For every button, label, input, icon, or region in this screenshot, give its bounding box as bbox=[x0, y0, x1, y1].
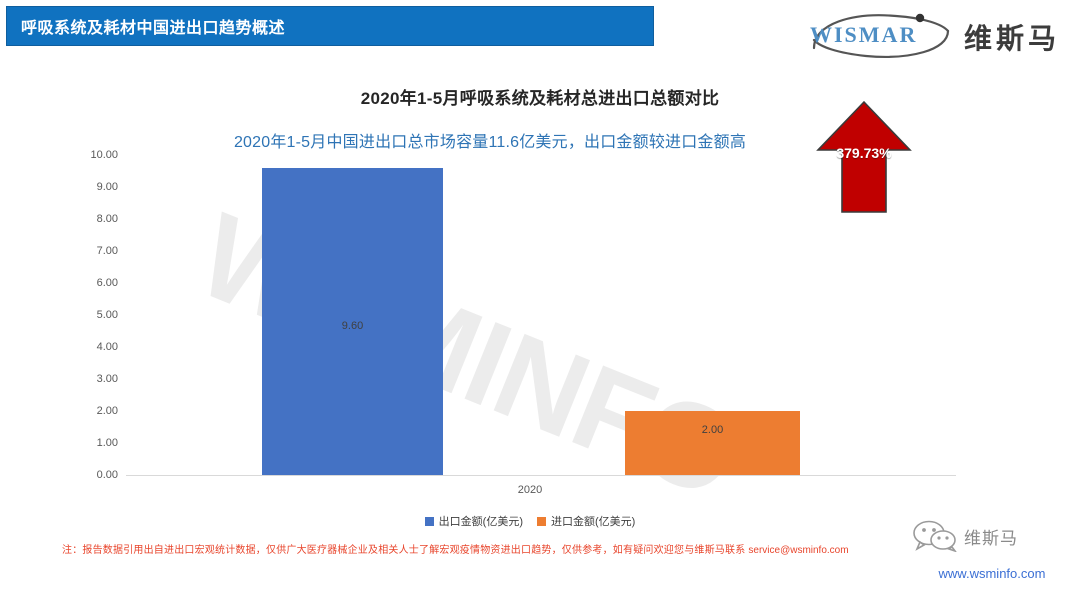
website-url[interactable]: www.wsminfo.com bbox=[938, 566, 1046, 581]
legend-swatch-import-icon bbox=[537, 516, 546, 526]
legend-swatch-export-icon bbox=[424, 516, 434, 526]
y-axis-tick: 1.00 bbox=[96, 437, 118, 449]
legend-item-import[interactable]: 进口金额(亿美元) bbox=[537, 513, 635, 529]
wechat-block: 维斯马 bbox=[912, 518, 1072, 554]
footnote-text: 注：报告数据引用出自进出口宏观统计数据，仅供广大医疗器械企业及相关人士了解宏观疫… bbox=[62, 545, 746, 556]
chart-subtitle: 2020年1-5月中国进出口总市场容量11.6亿美元，出口金额较进口金额高 bbox=[233, 134, 747, 151]
orbit-swoosh-logo-icon bbox=[812, 13, 950, 58]
y-axis-tick: 3.00 bbox=[96, 373, 118, 385]
orbit-dot-icon bbox=[915, 13, 925, 23]
x-axis-line bbox=[126, 475, 956, 476]
y-axis-tick: 6.00 bbox=[96, 277, 118, 289]
brand-name-cn: 维斯马 bbox=[964, 22, 1061, 55]
up-arrow-icon bbox=[816, 100, 912, 213]
chart-legend: 出口金额(亿美元) 进口金额(亿美元) bbox=[0, 513, 1060, 529]
legend-label-import: 进口金额(亿美元) bbox=[551, 516, 636, 528]
y-axis-tick: 2.00 bbox=[96, 405, 118, 417]
bar-value-label-import: 2.00 bbox=[701, 424, 724, 436]
legend-item-export[interactable]: 出口金额(亿美元) bbox=[424, 513, 523, 529]
header-bar: 呼吸系统及耗材中国进出口趋势概述 bbox=[6, 6, 654, 46]
chart-plot-area: 10.00 9.00 8.00 7.00 6.00 5.00 4.00 3.00… bbox=[60, 145, 960, 490]
chart-title: 2020年1-5月呼吸系统及耗材总进出口总额对比 bbox=[360, 89, 720, 108]
page-title: 呼吸系统及耗材中国进出口趋势概述 bbox=[21, 20, 286, 37]
footnote: 注：报告数据引用出自进出口宏观统计数据，仅供广大医疗器械企业及相关人士了解宏观疫… bbox=[62, 541, 849, 556]
y-axis-tick: 5.00 bbox=[96, 309, 118, 321]
wechat-icon bbox=[913, 520, 957, 552]
growth-callout: 379.73% bbox=[816, 98, 912, 216]
y-axis-tick: 10.00 bbox=[90, 149, 118, 161]
y-axis-tick: 4.00 bbox=[96, 341, 118, 353]
growth-percentage: 379.73% bbox=[836, 145, 892, 161]
x-axis-category-label: 2020 bbox=[517, 484, 543, 496]
footnote-email[interactable]: service@wsminfo.com bbox=[748, 545, 849, 556]
y-axis-tick: 9.00 bbox=[96, 181, 118, 193]
brand-name-en: WISMAR bbox=[810, 22, 918, 47]
brand-logo: WISMAR 维斯马 bbox=[792, 4, 1072, 66]
y-axis-tick: 0.00 bbox=[96, 469, 118, 481]
legend-label-export: 出口金额(亿美元) bbox=[438, 516, 523, 528]
y-axis-tick: 7.00 bbox=[96, 245, 118, 257]
wechat-account-name: 维斯马 bbox=[964, 528, 1018, 549]
bar-export[interactable]: 9.60 bbox=[262, 167, 443, 475]
bar-import[interactable]: 2.00 bbox=[625, 411, 800, 475]
y-axis-tick: 8.00 bbox=[96, 213, 118, 225]
bar-value-label-export: 9.60 bbox=[341, 319, 364, 332]
